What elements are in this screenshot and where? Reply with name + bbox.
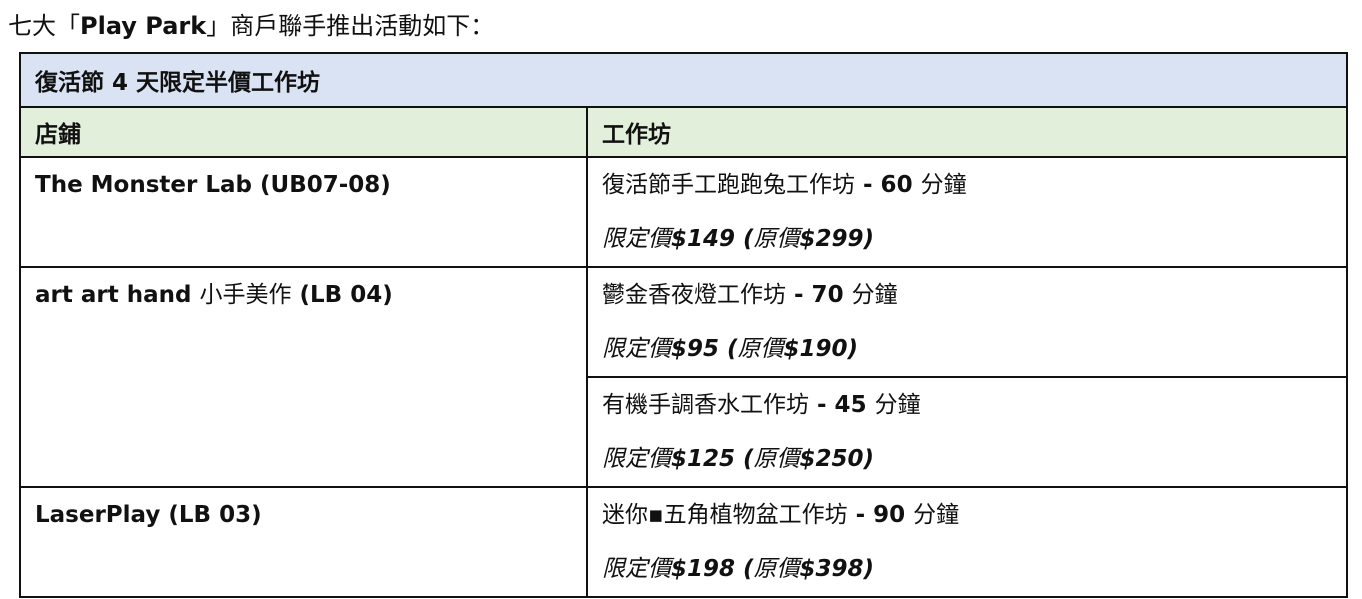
workshop-name: 有機手調香水工作坊 (602, 392, 809, 418)
original-price-label: 原價 (753, 556, 800, 582)
workshop-name: 鬱金香夜燈工作坊 (602, 282, 786, 308)
workshop-table: 復活節 4 天限定半價工作坊 店鋪 工作坊 The Monster Lab (U… (19, 52, 1348, 598)
workshop-duration: - 70 (786, 282, 852, 308)
workshop-cell: 復活節手工跑跑兔工作坊 - 60 分鐘 限定價$149 (原價$299) (586, 156, 1348, 268)
table-title: 復活節 4 天限定半價工作坊 (19, 52, 1348, 108)
shop-name: The Monster Lab (UB07-08) (35, 172, 391, 198)
duration-unit: 分鐘 (874, 392, 921, 418)
workshop-duration: - 60 (855, 172, 921, 198)
price-label: 限定價 (602, 336, 671, 362)
workshop-title: 復活節手工跑跑兔工作坊 - 60 分鐘 (602, 158, 1332, 212)
workshop-price: 限定價$125 (原價$250) (602, 432, 1332, 486)
workshop-cell: 鬱金香夜燈工作坊 - 70 分鐘 限定價$95 (原價$190) (586, 266, 1348, 378)
table-row: LaserPlay (LB 03) 迷你▪五角植物盆工作坊 - 90 分鐘 限定價$… (19, 486, 1348, 598)
sale-price: $149 ( (671, 226, 754, 252)
shop-cell: The Monster Lab (UB07-08) (19, 156, 588, 268)
intro-post: 」商戶聯手推出活動如下： (206, 12, 495, 40)
table-title-row: 復活節 4 天限定半價工作坊 (19, 52, 1348, 108)
workshop-duration: - 90 (847, 502, 914, 528)
table-row: art art hand 小手美作 (LB 04) 鬱金香夜燈工作坊 - 70 分… (19, 266, 1348, 488)
brand-name: Play Park (80, 12, 207, 40)
shop-name: art art hand (35, 282, 200, 308)
original-price: $299) (799, 226, 875, 252)
workshop-duration: - 45 (809, 392, 875, 418)
workshop-name: 復活節手工跑跑兔工作坊 (602, 172, 855, 198)
shop-name: LaserPlay (LB 03) (35, 502, 262, 528)
intro-text: 七大「Play Park」商戶聯手推出活動如下： (8, 8, 494, 44)
header-workshop: 工作坊 (586, 106, 1348, 158)
duration-unit: 分鐘 (920, 172, 967, 198)
original-price: $190) (783, 336, 859, 362)
workshop-price: 限定價$149 (原價$299) (602, 212, 1332, 266)
duration-unit: 分鐘 (851, 282, 898, 308)
shop-cell: art art hand 小手美作 (LB 04) (19, 266, 588, 488)
sale-price: $95 ( (671, 336, 738, 362)
original-price-label: 原價 (737, 336, 784, 362)
shop-cell: LaserPlay (LB 03) (19, 486, 588, 598)
price-label: 限定價 (602, 446, 671, 472)
workshop-title: 迷你▪五角植物盆工作坊 - 90 分鐘 (602, 488, 1332, 542)
price-label: 限定價 (602, 556, 671, 582)
original-price-label: 原價 (753, 446, 800, 472)
workshop-price: 限定價$95 (原價$190) (602, 322, 1332, 376)
workshop-cell: 有機手調香水工作坊 - 45 分鐘 限定價$125 (原價$250) (586, 376, 1348, 488)
workshop-cell: 迷你▪五角植物盆工作坊 - 90 分鐘 限定價$198 (原價$398) (586, 486, 1348, 598)
shop-name-cjk: 小手美作 (199, 282, 292, 308)
workshop-price: 限定價$198 (原價$398) (602, 542, 1332, 596)
table-header-row: 店鋪 工作坊 (19, 106, 1348, 158)
table-row: The Monster Lab (UB07-08) 復活節手工跑跑兔工作坊 - 6… (19, 156, 1348, 268)
sale-price: $198 ( (671, 556, 754, 582)
workshop-title: 鬱金香夜燈工作坊 - 70 分鐘 (602, 268, 1332, 322)
price-label: 限定價 (602, 226, 671, 252)
table-row: 有機手調香水工作坊 - 45 分鐘 限定價$125 (原價$250) (20, 376, 1348, 488)
intro-pre: 七大「 (8, 12, 80, 40)
original-price: $398) (799, 556, 875, 582)
workshop-name: 迷你▪五角植物盆工作坊 (602, 502, 848, 528)
original-price: $250) (799, 446, 875, 472)
duration-unit: 分鐘 (913, 502, 960, 528)
sale-price: $125 ( (671, 446, 754, 472)
shop-unit: (LB 04) (291, 282, 393, 308)
header-shop: 店鋪 (19, 106, 588, 158)
original-price-label: 原價 (753, 226, 800, 252)
workshop-title: 有機手調香水工作坊 - 45 分鐘 (602, 378, 1332, 432)
